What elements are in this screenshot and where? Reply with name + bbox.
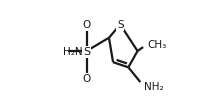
Text: S: S	[83, 47, 90, 57]
Text: S: S	[117, 21, 123, 30]
Text: H₂N: H₂N	[63, 47, 83, 57]
Text: O: O	[82, 74, 91, 84]
Text: NH₂: NH₂	[144, 82, 163, 92]
Text: O: O	[82, 21, 91, 30]
Text: CH₃: CH₃	[148, 40, 167, 50]
